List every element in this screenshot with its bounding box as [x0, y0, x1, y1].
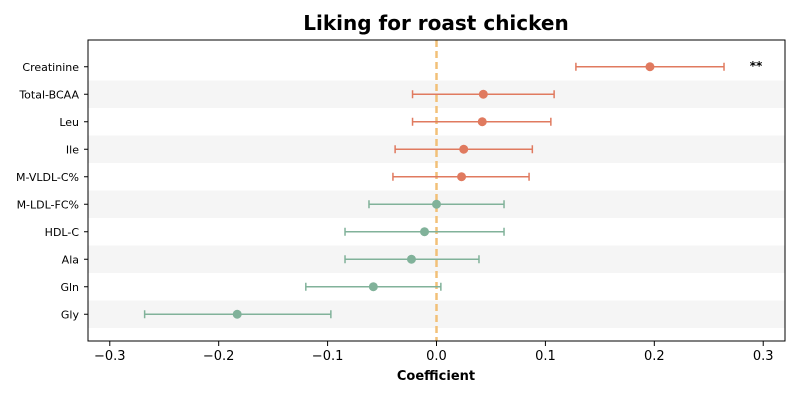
- coef-point: [457, 172, 467, 182]
- y-tick-label: Ile: [66, 143, 79, 156]
- significance-label: **: [750, 59, 763, 73]
- coef-point: [368, 282, 378, 292]
- estimate-row: [305, 282, 442, 292]
- coef-point: [432, 199, 441, 209]
- x-tick-label: −0.2: [203, 349, 235, 364]
- coef-point: [459, 144, 469, 154]
- estimate-row: [411, 89, 555, 99]
- x-axis: −0.3 −0.2 −0.1 0.0 0.1 0.2 0.3: [94, 341, 774, 364]
- estimate-row: [143, 309, 332, 319]
- x-tick-label: −0.1: [312, 349, 344, 364]
- estimate-row: [344, 254, 480, 264]
- x-tick-label: −0.3: [94, 349, 126, 364]
- coef-point: [645, 62, 655, 72]
- coef-point: [478, 89, 488, 99]
- estimate-row: [392, 172, 530, 182]
- chart-marks: **: [143, 59, 763, 319]
- coef-point: [420, 227, 430, 237]
- y-tick-label: Ala: [62, 253, 79, 266]
- y-tick-label: Total-BCAA: [18, 88, 79, 101]
- estimate-row: [411, 117, 552, 127]
- y-tick-label: HDL-C: [45, 226, 80, 239]
- y-tick-label: Gln: [60, 281, 79, 294]
- y-tick-label: M-VLDL-C%: [16, 171, 79, 184]
- coef-point: [232, 309, 242, 319]
- coef-point: [477, 117, 487, 127]
- y-axis: Creatinine Total-BCAA Leu Ile M-VLDL-C% M-LDL…: [16, 61, 88, 321]
- estimate-row: [394, 144, 534, 154]
- estimate-row: [344, 227, 505, 237]
- y-tick-label: Gly: [61, 308, 80, 321]
- x-tick-label: 0.3: [753, 349, 774, 364]
- x-tick-label: 0.0: [426, 349, 447, 364]
- x-tick-label: 0.1: [535, 349, 556, 364]
- coef-point: [406, 254, 416, 264]
- x-axis-label: Coefficient: [397, 369, 475, 384]
- y-tick-label: Leu: [59, 116, 79, 129]
- chart-title: Liking for roast chicken: [303, 11, 568, 35]
- y-tick-label: Creatinine: [22, 61, 79, 74]
- y-tick-label: M-LDL-FC%: [17, 198, 79, 211]
- estimate-row: [368, 199, 505, 209]
- estimate-row: **: [575, 59, 763, 73]
- x-tick-label: 0.2: [644, 349, 665, 364]
